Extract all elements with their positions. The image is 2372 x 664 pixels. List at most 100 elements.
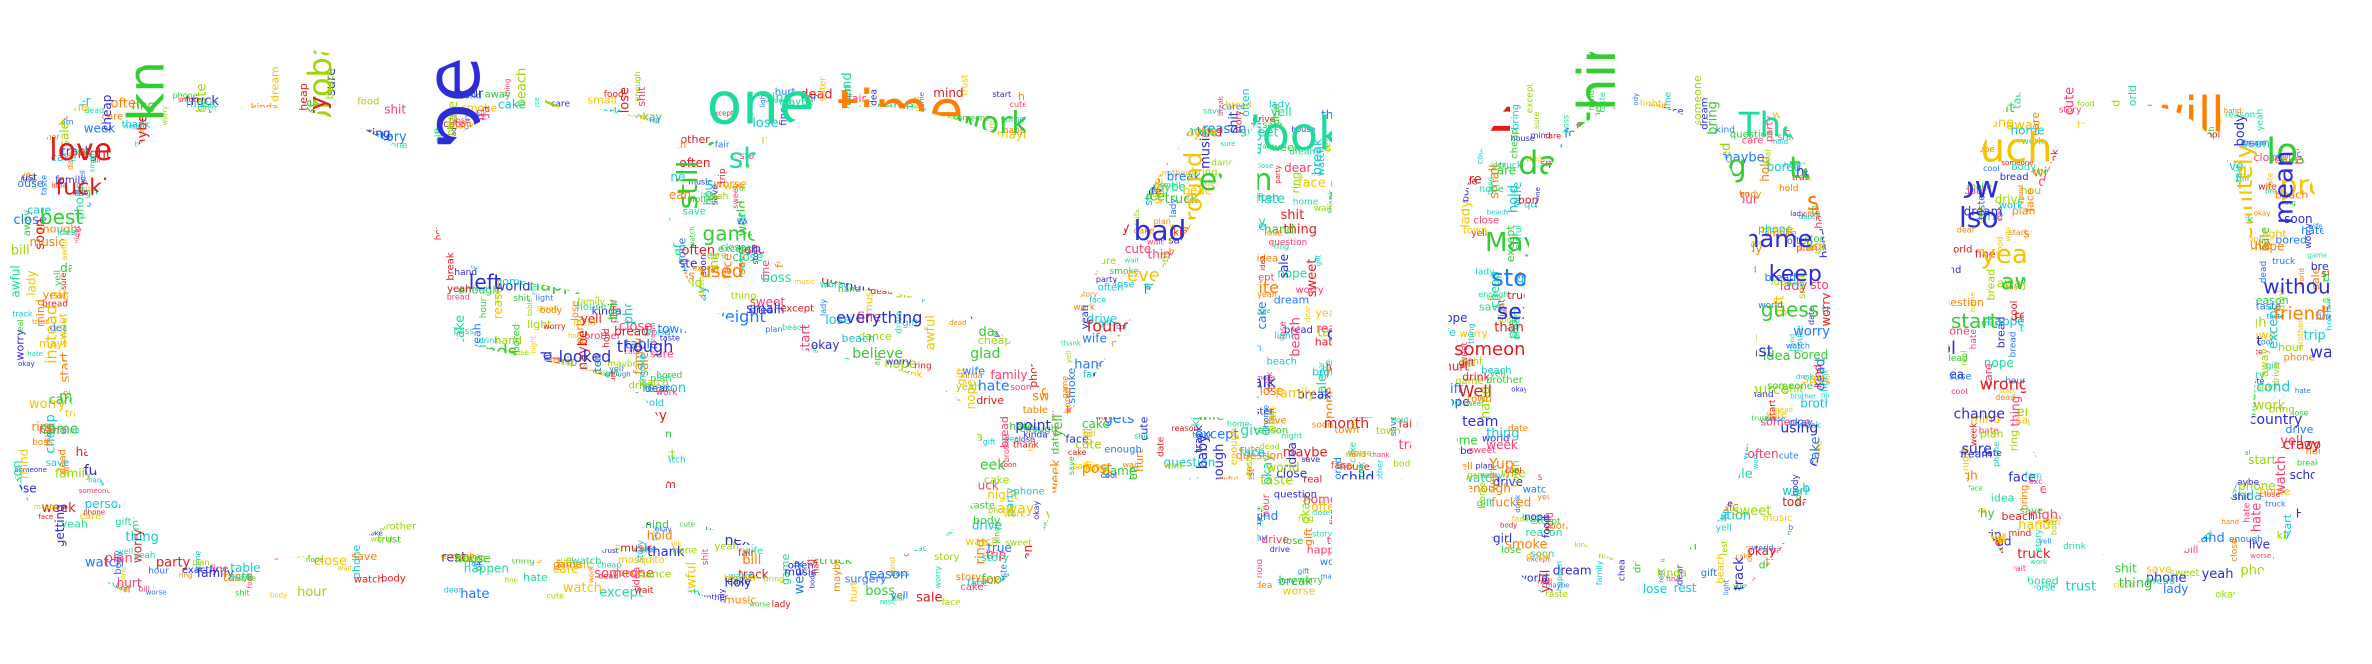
filler-word: track [264,267,285,276]
filler-word: hold [304,411,328,424]
filler-word: worry [933,441,967,455]
filler-word: bored [348,192,380,205]
filler-word: smoke [594,291,620,300]
filler-word: week [1152,170,1167,205]
filler-word: story [927,112,960,127]
filler-word: someone [15,466,47,474]
filler-word: game [756,462,776,470]
filler-word: beach [459,485,496,499]
filler-word: break [1577,408,1609,421]
filler-word: real [2158,134,2183,149]
filler-word: bread [123,449,136,481]
filler-word: cake [367,130,393,143]
filler-word: hate [460,587,489,602]
filler-word: trust [1688,235,1710,245]
filler-word: except [780,303,814,314]
filler-word: sale [1937,554,1947,573]
cloud-word: lot [2266,132,2312,173]
filler-word: often [660,140,686,151]
filler-word: drink [2121,301,2140,309]
filler-word: enough [305,153,350,167]
filler-word: sale [1726,467,1752,482]
filler-word: boss [1073,214,1089,222]
filler-word: start [58,352,73,382]
filler-word: drive [1270,545,1290,554]
filler-word: work [618,192,650,207]
filler-word: game [368,158,399,171]
filler-word: bill [1080,262,1090,270]
filler-word: music [2100,485,2108,506]
filler-word: okay [1511,386,1528,394]
filler-word: house [290,287,329,302]
filler-word: wife [807,220,815,234]
filler-word: yell [358,359,379,373]
filler-word: small [1488,164,1503,199]
filler-word: soon [1916,340,1933,348]
filler-word: start [2257,382,2278,392]
cloud-word: Yup [1488,457,1514,473]
filler-word: week [1458,582,1482,592]
cloud-word: many [2141,242,2209,270]
filler-word: story [374,130,407,145]
filler-word: wife [1099,556,1124,570]
cloud-word: end [1338,504,1361,518]
filler-word: kind [1388,364,1416,379]
filler-word: care [802,468,822,478]
filler-word: hurt [206,159,233,174]
filler-word: house [1397,315,1425,325]
cloud-word: using [1780,421,1818,437]
filler-word: sister [622,128,645,137]
filler-word: hurt [365,484,378,507]
filler-word: real [67,329,82,338]
filler-word: thing [312,299,338,310]
filler-word: game [283,520,298,557]
filler-word: worse [328,338,337,362]
filler-word: sure [700,453,722,464]
filler-word: wife [1510,182,1524,207]
filler-word: food [1917,424,1925,439]
filler-word: hurt [1963,96,1990,111]
filler-word: small [756,530,780,540]
filler-word: sister [197,494,216,502]
filler-word: week [1077,220,1090,250]
cloud-word: month [1324,416,1369,432]
filler-word: table [1157,350,1187,364]
filler-word: happen [345,227,359,272]
filler-word: soon [1000,461,1017,469]
filler-word: lady [1790,210,1805,218]
filler-word: hand [944,171,967,181]
filler-word: face [1456,177,1477,188]
filler-word: face [1662,107,1683,118]
filler-word: world [1351,139,1376,149]
filler-word: hate [2362,308,2372,329]
filler-word: real [592,215,601,230]
filler-word: hand [2018,518,2051,533]
filler-word: house [568,332,589,340]
cloud-word: read [171,512,185,539]
filler-word: wait [860,272,875,280]
filler-word: taste [970,500,995,511]
filler-word: trust [1128,477,1137,496]
filler-word: night [1856,214,1880,224]
filler-word: thank [1853,220,1882,231]
filler-word: hurt [1728,443,1749,454]
filler-word: sweet [531,410,561,421]
filler-word: cheap [1510,128,1521,158]
filler-word: family [258,194,269,225]
filler-word: worse [2250,552,2271,560]
filler-word: awful [234,239,245,266]
filler-word: house [1511,134,1535,143]
filler-word: except [2267,305,2282,349]
filler-word: worry [298,416,326,427]
filler-word: maybe [607,359,638,369]
filler-word: yeah [460,178,487,191]
filler-word: table [317,429,331,459]
filler-word: care [102,112,124,123]
filler-word: question [1730,129,1773,140]
filler-word: yell [581,312,602,326]
filler-word: sale [2258,227,2272,251]
filler-word: body [270,591,287,599]
filler-word: story [1278,577,1296,585]
filler-word: mind [1825,426,1848,436]
filler-word: thank [74,226,88,260]
